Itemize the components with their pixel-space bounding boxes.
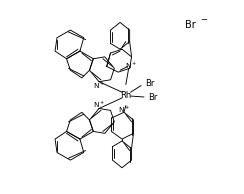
Text: −: − [200, 15, 207, 24]
Text: Br: Br [145, 79, 154, 88]
Text: Br: Br [184, 20, 195, 30]
Text: N$^+$: N$^+$ [93, 100, 105, 110]
Text: Br: Br [148, 93, 157, 101]
Text: Rh: Rh [120, 91, 132, 100]
Text: N$^+$: N$^+$ [118, 104, 130, 115]
Text: N$^+$: N$^+$ [124, 60, 137, 71]
Text: N$^+$: N$^+$ [93, 80, 105, 91]
